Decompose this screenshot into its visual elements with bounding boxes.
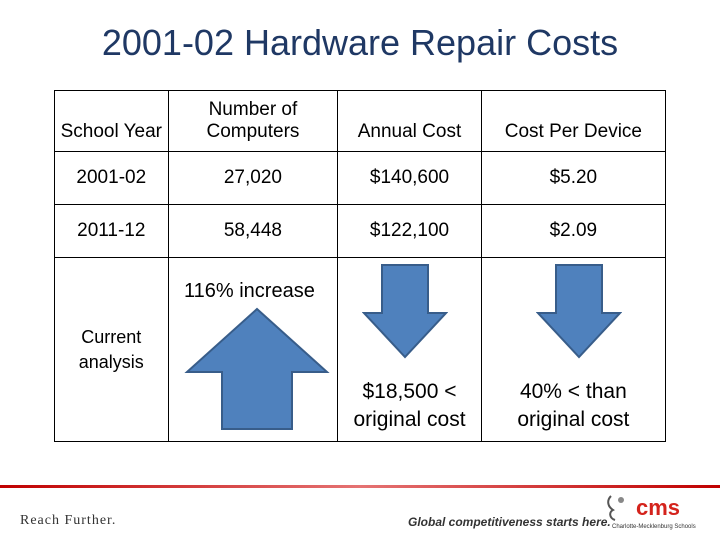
- cell-cost-per-device: $5.20: [480, 151, 667, 205]
- device-result-line2: original cost: [517, 407, 630, 431]
- annual-result-line1: $18,500 <: [362, 380, 457, 404]
- header-computers-line2: Computers: [206, 121, 300, 142]
- header-number-of-computers: Number of Computers: [167, 90, 339, 152]
- annual-result-line2: original cost: [353, 407, 466, 431]
- cell-annual-cost: $122,100: [337, 204, 482, 258]
- analysis-label-cell: Current analysis: [54, 257, 169, 442]
- increase-label: 116% increase: [184, 280, 315, 302]
- header-cost-per-device: Cost Per Device: [480, 90, 667, 152]
- header-computers-line1: Number of: [208, 99, 298, 120]
- slide-title: 2001-02 Hardware Repair Costs: [101, 22, 619, 63]
- footer-tagline: Global competitiveness starts here.: [408, 515, 611, 529]
- table-row: 2001-02 27,020 $140,600 $5.20: [54, 151, 667, 205]
- table-row: 2011-12 58,448 $122,100 $2.09: [54, 204, 667, 258]
- device-result-line1: 40% < than: [519, 380, 627, 404]
- analysis-label-line2: analysis: [78, 351, 144, 372]
- cms-logo-icon: [605, 490, 695, 530]
- cell-cost-per-device: $2.09: [480, 204, 667, 258]
- footer-divider: [0, 485, 720, 488]
- cell-annual-cost: $140,600: [337, 151, 482, 205]
- footer-slogan: Reach Further.: [20, 513, 117, 528]
- logo-subtitle: Charlotte-Mecklenburg Schools: [612, 524, 696, 530]
- cell-school-year: 2001-02: [54, 151, 169, 205]
- logo-wordmark: cms: [636, 495, 681, 520]
- table-header-row: School Year Number of Computers Annual C…: [54, 90, 667, 152]
- cell-computers: 27,020: [167, 151, 339, 205]
- header-school-year: School Year: [54, 90, 169, 152]
- cell-computers: 58,448: [167, 204, 339, 258]
- analysis-label-line1: Current: [81, 327, 142, 348]
- up-arrow-icon: [184, 307, 330, 431]
- down-arrow-icon: [362, 263, 448, 359]
- down-arrow-icon: [536, 263, 622, 359]
- header-annual-cost: Annual Cost: [337, 90, 482, 152]
- cell-school-year: 2011-12: [54, 204, 169, 258]
